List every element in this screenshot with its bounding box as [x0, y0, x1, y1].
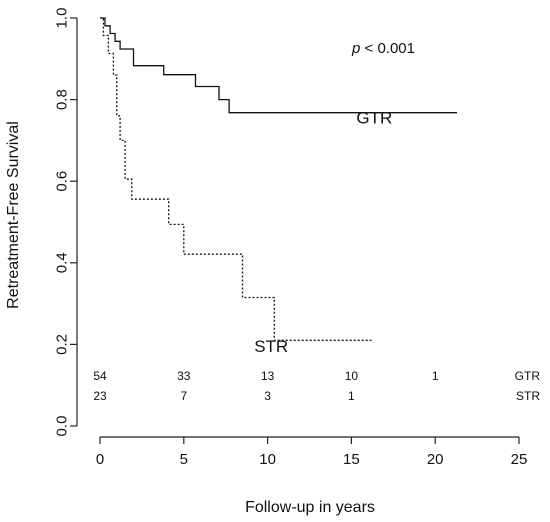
y-tick-label: 0.8 — [54, 89, 71, 110]
risk-count-str: 3 — [264, 389, 271, 403]
x-tick-label: 10 — [259, 451, 276, 468]
risk-row-label-gtr: GTR — [515, 369, 541, 383]
risk-count-gtr: 54 — [93, 369, 107, 383]
risk-table: 54 33 13 10 1 GTR 23 7 3 1 STR — [93, 369, 540, 403]
x-tick-label: 20 — [427, 451, 444, 468]
series-label-str: STR — [254, 337, 288, 356]
series-label-gtr: GTR — [356, 108, 392, 127]
x-tick-label: 5 — [180, 451, 188, 468]
x-tick-label: 0 — [96, 451, 104, 468]
x-axis-title: Follow-up in years — [245, 499, 375, 516]
risk-count-gtr: 10 — [345, 369, 359, 383]
risk-count-gtr: 13 — [261, 369, 275, 383]
y-tick-label: 0.0 — [54, 416, 71, 437]
x-tick-label: 25 — [511, 451, 528, 468]
risk-count-gtr: 1 — [432, 369, 439, 383]
risk-count-str: 23 — [93, 389, 107, 403]
p-value-annotation: p < 0.001 — [351, 40, 415, 57]
risk-count-gtr: 33 — [177, 369, 191, 383]
y-tick-label: 0.2 — [54, 334, 71, 355]
x-tick-label: 15 — [343, 451, 360, 468]
y-axis-title: Retreatment-Free Survival — [5, 121, 22, 309]
plot-area: GTR STR — [100, 17, 457, 356]
series-line-str — [100, 17, 372, 341]
risk-count-str: 7 — [180, 389, 187, 403]
p-value-text: < 0.001 — [360, 40, 415, 57]
y-tick-label: 0.4 — [54, 252, 71, 273]
tick-marks: 0.0 0.2 0.4 0.6 0.8 1.0 0 5 10 15 20 25 — [54, 8, 528, 468]
risk-row-label-str: STR — [516, 389, 540, 403]
y-tick-label: 1.0 — [54, 8, 71, 29]
y-tick-label: 0.6 — [54, 171, 71, 192]
risk-count-str: 1 — [348, 389, 355, 403]
p-value-symbol: p — [351, 40, 360, 57]
axes — [76, 18, 519, 438]
series-line-gtr — [100, 17, 457, 114]
